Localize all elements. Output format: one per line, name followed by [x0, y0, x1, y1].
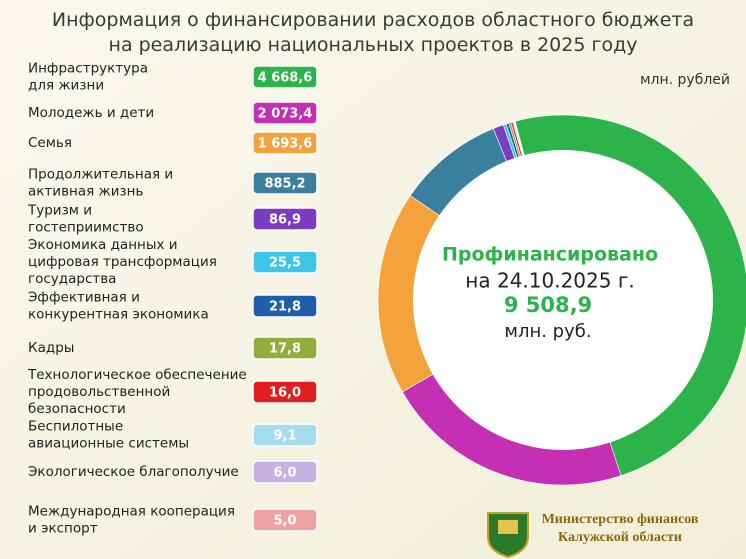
value-label: 9,1 — [273, 429, 296, 444]
value-badge — [252, 131, 318, 155]
legend-label: Туризм и гостеприимство — [27, 203, 144, 236]
value-label: 6,0 — [273, 466, 296, 481]
ministry-region: Калужской области — [558, 530, 682, 545]
value-label: 5,0 — [273, 514, 296, 529]
legend-label: Кадры — [28, 340, 74, 356]
value-label: 4 668,6 — [258, 71, 313, 86]
value-badge — [252, 508, 318, 532]
value-label: 16,0 — [269, 386, 301, 401]
center-unit: млн. руб. — [504, 321, 591, 342]
legend-label: Молодежь и дети — [28, 105, 154, 121]
center-heading: Профинансировано — [442, 244, 658, 266]
value-badge — [252, 336, 318, 360]
legend-label: Международная кооперация и экспорт — [28, 504, 235, 537]
value-badge — [252, 380, 318, 404]
legend-label: Экологическое благополучие — [28, 464, 239, 480]
value-badge — [252, 207, 318, 231]
center-total: 9 508,9 — [504, 293, 592, 317]
value-label: 86,9 — [269, 213, 301, 228]
legend-label: Экономика данных и цифровая трансформация… — [28, 237, 217, 287]
value-label: 1 693,6 — [258, 137, 313, 152]
legend-label: Технологическое обеспечение продовольстве… — [27, 367, 247, 417]
legend-label: Семья — [28, 135, 72, 151]
value-label: 21,8 — [269, 300, 301, 315]
value-label: 25,5 — [269, 256, 301, 271]
value-badge — [252, 101, 318, 125]
value-badge — [252, 460, 318, 484]
ministry-name: Министерство финансов — [542, 512, 699, 527]
value-label: 885,2 — [264, 177, 305, 192]
value-badge — [252, 423, 318, 447]
value-badge — [252, 65, 318, 89]
legend-label: Беспилотные авиационные системы — [28, 419, 189, 452]
legend-label: Эффективная и конкурентная экономика — [28, 290, 209, 323]
value-badge — [252, 171, 318, 195]
emblem — [487, 512, 529, 559]
value-badge — [252, 294, 318, 318]
donut-hole — [413, 150, 713, 450]
center-date: на 24.10.2025 г. — [465, 269, 634, 293]
value-badge — [252, 250, 318, 274]
value-label: 17,8 — [269, 342, 301, 357]
chart-title: Информация о финансировании расходов обл… — [52, 9, 694, 56]
unit-label: млн. рублей — [640, 72, 730, 88]
legend-label: Инфраструктура для жизни — [28, 61, 148, 94]
legend-label: Продолжительная и активная жизнь — [28, 167, 173, 200]
value-label: 2 073,4 — [258, 107, 313, 122]
